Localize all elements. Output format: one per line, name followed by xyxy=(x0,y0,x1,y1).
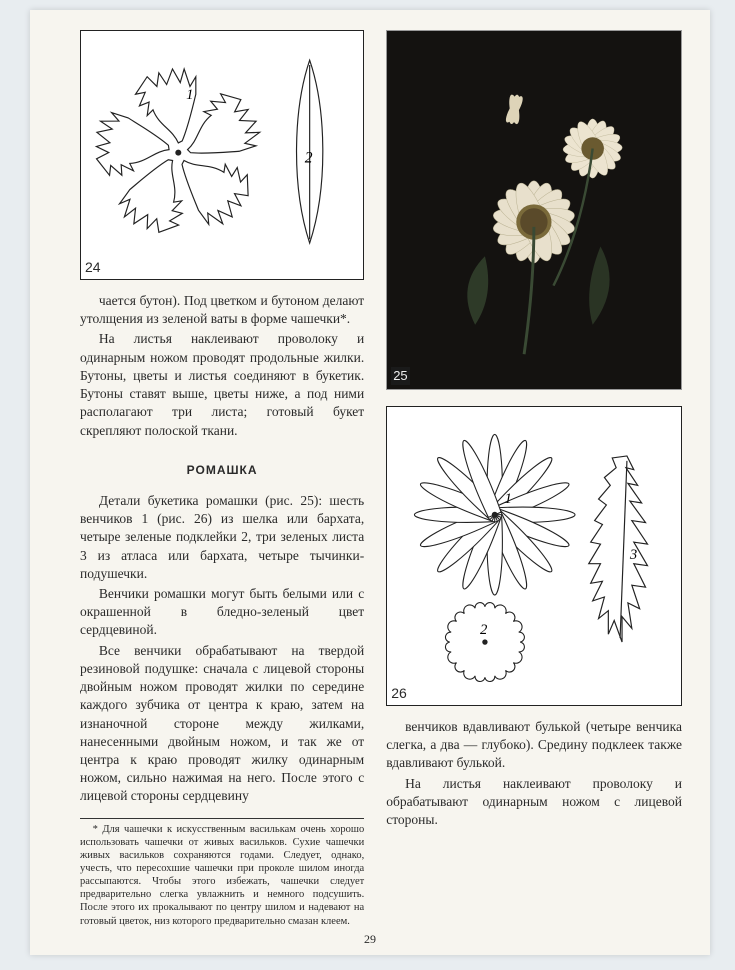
figure-24: 1 2 24 xyxy=(80,30,364,280)
left-column: 1 2 24 чается бутон). Под цветком и буто… xyxy=(80,30,364,937)
body-paragraph: Все венчики обрабатывают на твердой рези… xyxy=(80,642,364,806)
pattern-label-1: 1 xyxy=(505,491,512,507)
chamomile-photo-illustration xyxy=(387,31,681,384)
section-heading: РОМАШКА xyxy=(80,462,364,478)
body-paragraph: Детали букетика ромашки (рис. 25): шесть… xyxy=(80,492,364,583)
two-column-layout: 1 2 24 чается бутон). Под цветком и буто… xyxy=(80,30,682,937)
cornflower-pattern-diagram: 1 2 xyxy=(81,31,363,274)
body-paragraph: чается бутон). Под цветком и бутоном дел… xyxy=(80,292,364,328)
pattern-label-3: 3 xyxy=(629,547,637,563)
figure-number: 26 xyxy=(391,684,407,703)
page-number: 29 xyxy=(30,931,710,947)
pattern-label-2: 2 xyxy=(480,622,488,638)
body-paragraph: венчиков вдавливают булькой (четыре венч… xyxy=(386,718,682,773)
figure-25-photo: 25 xyxy=(386,30,682,390)
pattern-label-2: 2 xyxy=(305,149,313,166)
body-paragraph: На листья наклеивают проволоку и одинарн… xyxy=(80,330,364,439)
body-paragraph: На листья наклеивают проволоку и обрабат… xyxy=(386,775,682,830)
right-column: 25 xyxy=(386,30,682,937)
pattern-label-1: 1 xyxy=(186,87,193,103)
figure-number: 24 xyxy=(85,258,101,277)
figure-number: 25 xyxy=(391,367,409,385)
figure-26: 1 2 3 26 xyxy=(386,406,682,706)
book-page: 1 2 24 чается бутон). Под цветком и буто… xyxy=(30,10,710,955)
footnote-text: * Для чашечки к искусственным василькам … xyxy=(80,823,364,928)
body-paragraph: Венчики ромашки могут быть белыми или с … xyxy=(80,585,364,640)
chamomile-pattern-diagram: 1 2 3 xyxy=(387,407,681,701)
footnote: * Для чашечки к искусственным василькам … xyxy=(80,818,364,930)
